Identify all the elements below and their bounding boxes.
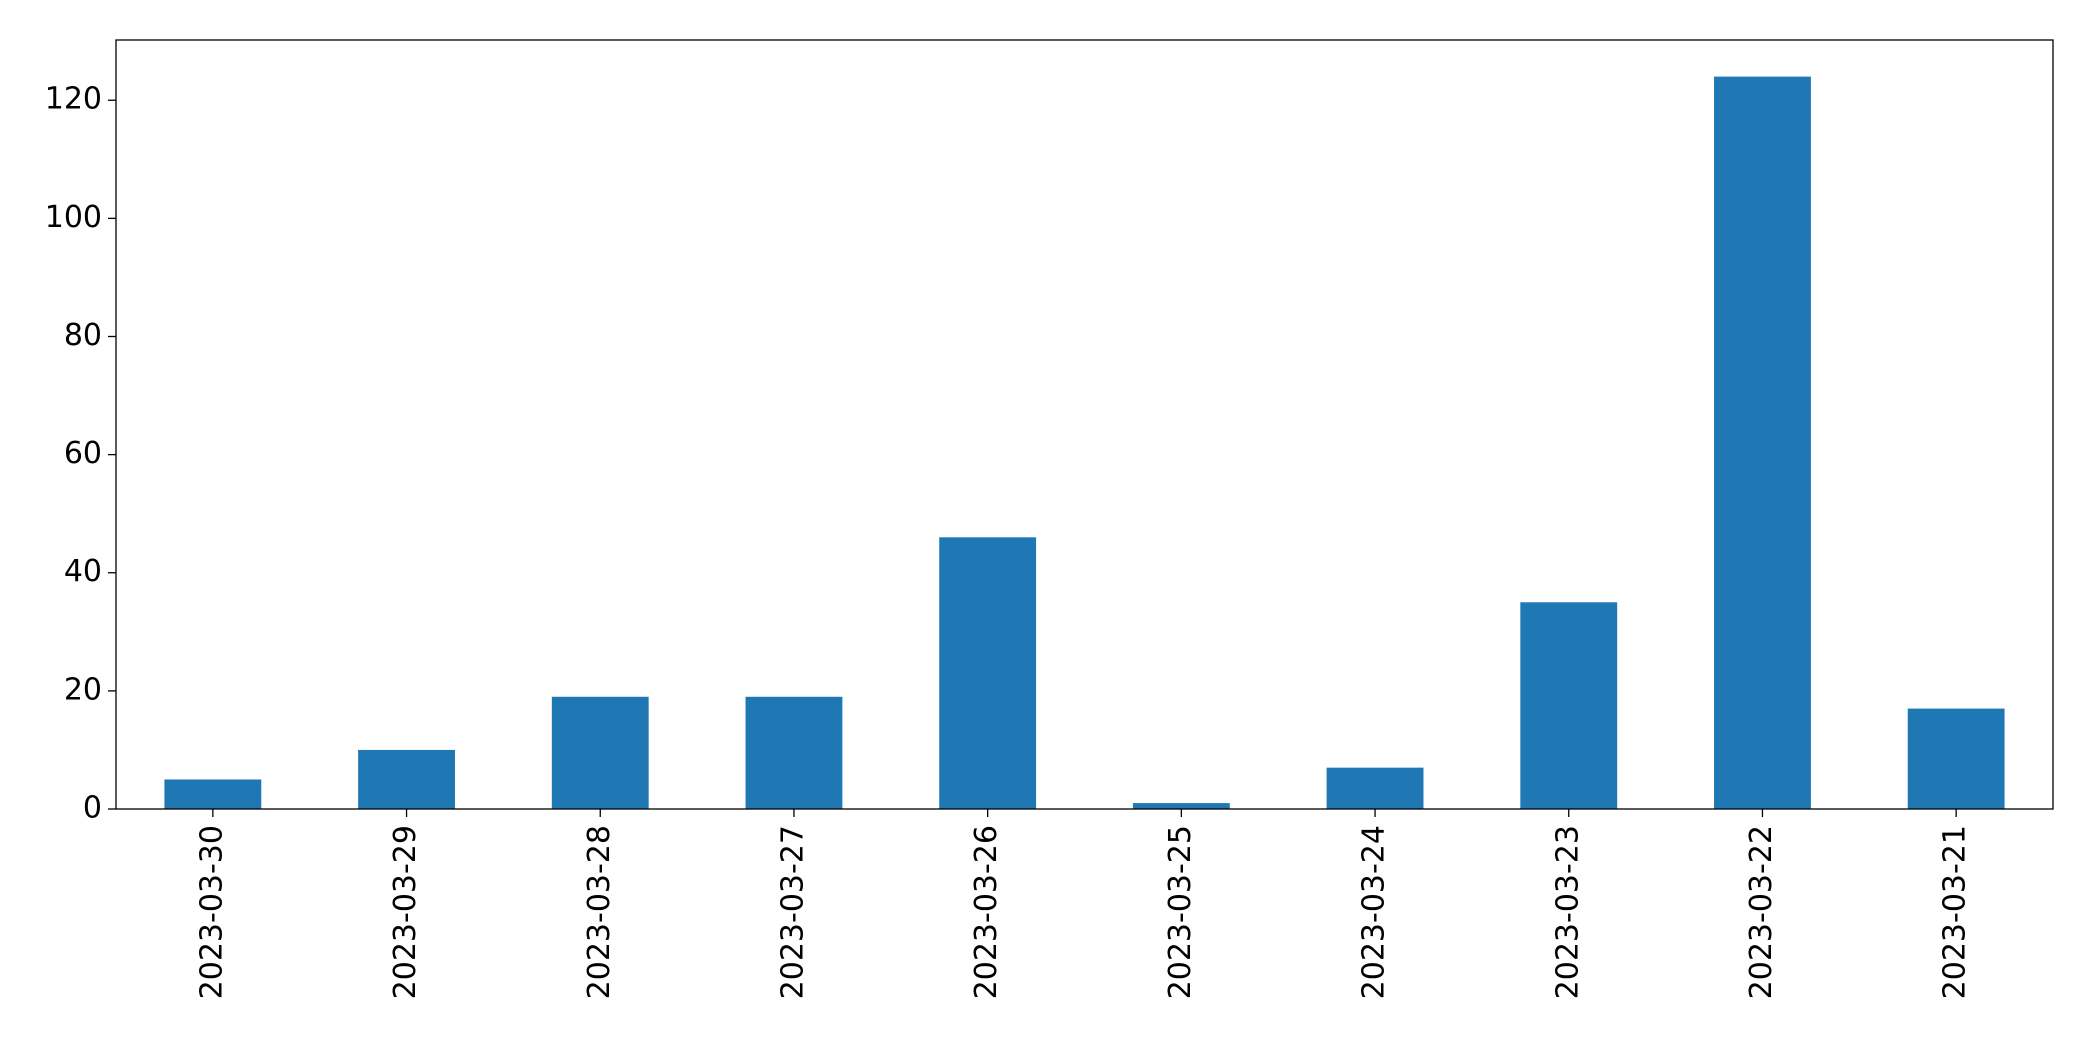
x-tick-label: 2023-03-29 bbox=[388, 825, 423, 999]
plot-frame bbox=[115, 39, 2054, 810]
bar bbox=[1714, 76, 1811, 810]
x-tick-label: 2023-03-23 bbox=[1550, 825, 1585, 999]
bar bbox=[745, 696, 843, 809]
y-tick-label: 60 bbox=[64, 436, 102, 471]
x-tick-label: 2023-03-21 bbox=[1938, 825, 1973, 999]
bar bbox=[164, 779, 262, 809]
x-tick-label: 2023-03-28 bbox=[582, 825, 617, 999]
y-tick-label: 0 bbox=[83, 791, 102, 826]
bar bbox=[1132, 803, 1230, 809]
y-tick-label: 120 bbox=[45, 82, 102, 117]
x-tick-label: 2023-03-30 bbox=[194, 825, 229, 999]
x-tick-label: 2023-03-26 bbox=[969, 825, 1004, 999]
x-tick-label: 2023-03-22 bbox=[1744, 825, 1779, 999]
bar bbox=[358, 749, 455, 809]
y-tick-label: 20 bbox=[64, 672, 102, 707]
x-tick-label: 2023-03-27 bbox=[775, 825, 810, 999]
bar bbox=[1326, 767, 1424, 809]
x-tick-label: 2023-03-24 bbox=[1357, 825, 1392, 999]
bar bbox=[551, 696, 649, 809]
bar bbox=[939, 537, 1037, 809]
bar bbox=[1907, 708, 2005, 809]
y-tick-label: 100 bbox=[45, 200, 102, 235]
x-tick-label: 2023-03-25 bbox=[1163, 825, 1198, 999]
bar bbox=[1520, 602, 1618, 809]
y-tick-label: 80 bbox=[64, 318, 102, 353]
y-tick-label: 40 bbox=[64, 554, 102, 589]
